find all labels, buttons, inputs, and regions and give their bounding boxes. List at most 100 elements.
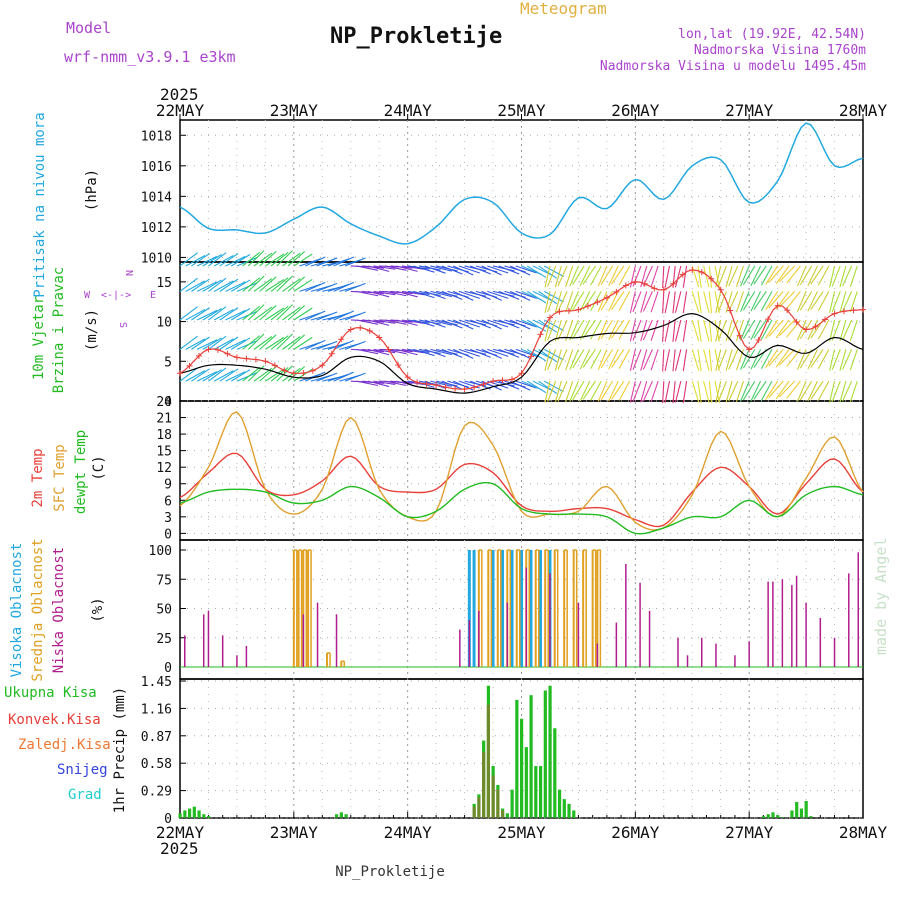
wind-arrow [384, 290, 407, 297]
wind-arrow [344, 311, 366, 321]
wind-arrow [697, 291, 702, 314]
total-precip-bar [790, 810, 794, 818]
wind-arrow [618, 291, 631, 311]
wind-arrow [799, 380, 813, 401]
wind-arrow [458, 290, 480, 299]
wind-arrow [213, 338, 234, 350]
wind-arrow [708, 265, 713, 288]
wind-arrow [430, 319, 452, 326]
wind-gust-marker [717, 286, 724, 293]
wind-arrow [247, 304, 265, 321]
wind-arrow [515, 348, 537, 357]
wind-arrow [396, 348, 418, 356]
wind-gust-marker [803, 326, 810, 333]
wind-arrow [430, 380, 452, 387]
wind-arrow [842, 380, 853, 402]
wind-arrow [600, 291, 614, 311]
wind-arrow [672, 381, 676, 404]
wind-gust-marker [338, 336, 345, 343]
wind-arrow [565, 380, 574, 403]
wind-arrow [715, 319, 722, 342]
total-precip-bar [202, 814, 206, 818]
wind-arrow [778, 265, 796, 283]
total-precip-bar [538, 766, 543, 818]
wind-arrow [807, 380, 818, 402]
wind-arrow [597, 380, 608, 402]
wind-gust-marker [319, 362, 326, 369]
wind-arrow [430, 290, 452, 298]
wind-arrow [304, 256, 326, 267]
wind-arrow [778, 291, 796, 308]
wind-arrow [509, 265, 531, 276]
wind-arrow [708, 291, 713, 314]
wind-arrow [768, 319, 784, 337]
wind-arrow [202, 308, 222, 321]
wind-arrow [786, 319, 801, 338]
wind-arrow [618, 380, 631, 401]
wind-arrow [259, 251, 277, 267]
wind-arrow [219, 336, 239, 350]
wind-arrow [424, 348, 446, 358]
wind-arrow [807, 291, 818, 312]
wind-arrow [672, 291, 676, 314]
wind-arrow [225, 371, 246, 382]
wind-arrow [765, 380, 779, 400]
wind-arrow [672, 319, 676, 342]
wind-arrow [799, 291, 813, 311]
wind-arrow [839, 319, 847, 342]
wind-arrow [401, 290, 424, 296]
wind-arrow [650, 349, 659, 371]
total-precip-bar [187, 808, 192, 818]
wind-gust-marker [499, 377, 506, 384]
location-coords: lon,lat (19.92E, 42.54N) [678, 27, 866, 42]
temp-ytick-label: 12 [156, 461, 172, 476]
wind-arrow [829, 291, 836, 313]
wind-arrow [842, 319, 853, 341]
wind-arrow [810, 380, 824, 400]
precip-ytick-label: 0.87 [141, 730, 172, 745]
cloud-title: Visoka Oblacnost [9, 543, 25, 678]
wind-arrow [849, 349, 858, 371]
temp-ytick-label: 24 [156, 395, 172, 410]
wind-arrow [597, 291, 608, 312]
page-title: NP_Prokletije [330, 24, 502, 49]
wind-arrow [662, 319, 665, 342]
wind-ytick-label: 10 [156, 316, 172, 331]
wind-arrow [179, 252, 198, 267]
wind-arrow [441, 319, 463, 329]
wind-arrow [842, 265, 853, 287]
cloud-title-2: Srednja Oblacnost [30, 538, 46, 681]
wind-arrow [253, 306, 273, 321]
wind-arrow [817, 291, 830, 311]
wind-arrow [265, 253, 285, 267]
wind-arrow [807, 349, 818, 370]
wind-arrow [554, 265, 562, 288]
wind-arrow [452, 319, 474, 330]
wind-arrow [481, 265, 502, 276]
dewpt-line [179, 482, 864, 535]
wind-gust-marker [177, 370, 183, 377]
wind-arrow [242, 366, 261, 382]
total-precip-bar [339, 812, 343, 818]
wind-arrow [487, 265, 509, 274]
wind-gust-marker [841, 308, 848, 315]
wind-arrow [629, 291, 636, 313]
wind-arrow [498, 290, 520, 300]
wind-arrow [179, 367, 198, 382]
wind-arrow [829, 349, 836, 371]
wind-arrow [662, 381, 665, 404]
wind-arrow [697, 319, 702, 342]
wind-arrow [691, 265, 700, 288]
wind-arrow [509, 380, 531, 391]
wind-arrow [849, 291, 858, 313]
wind-arrow [396, 290, 418, 298]
wind-arrow [316, 372, 338, 382]
wind-gust-marker [537, 331, 544, 338]
wind-arrow [441, 348, 463, 358]
wind-gust-marker [328, 350, 335, 357]
wind-arrow [569, 349, 579, 370]
wind-arrow [247, 333, 265, 350]
wind-arrow [703, 265, 710, 288]
wind-arrow [642, 291, 653, 312]
pressure-line [179, 122, 864, 245]
